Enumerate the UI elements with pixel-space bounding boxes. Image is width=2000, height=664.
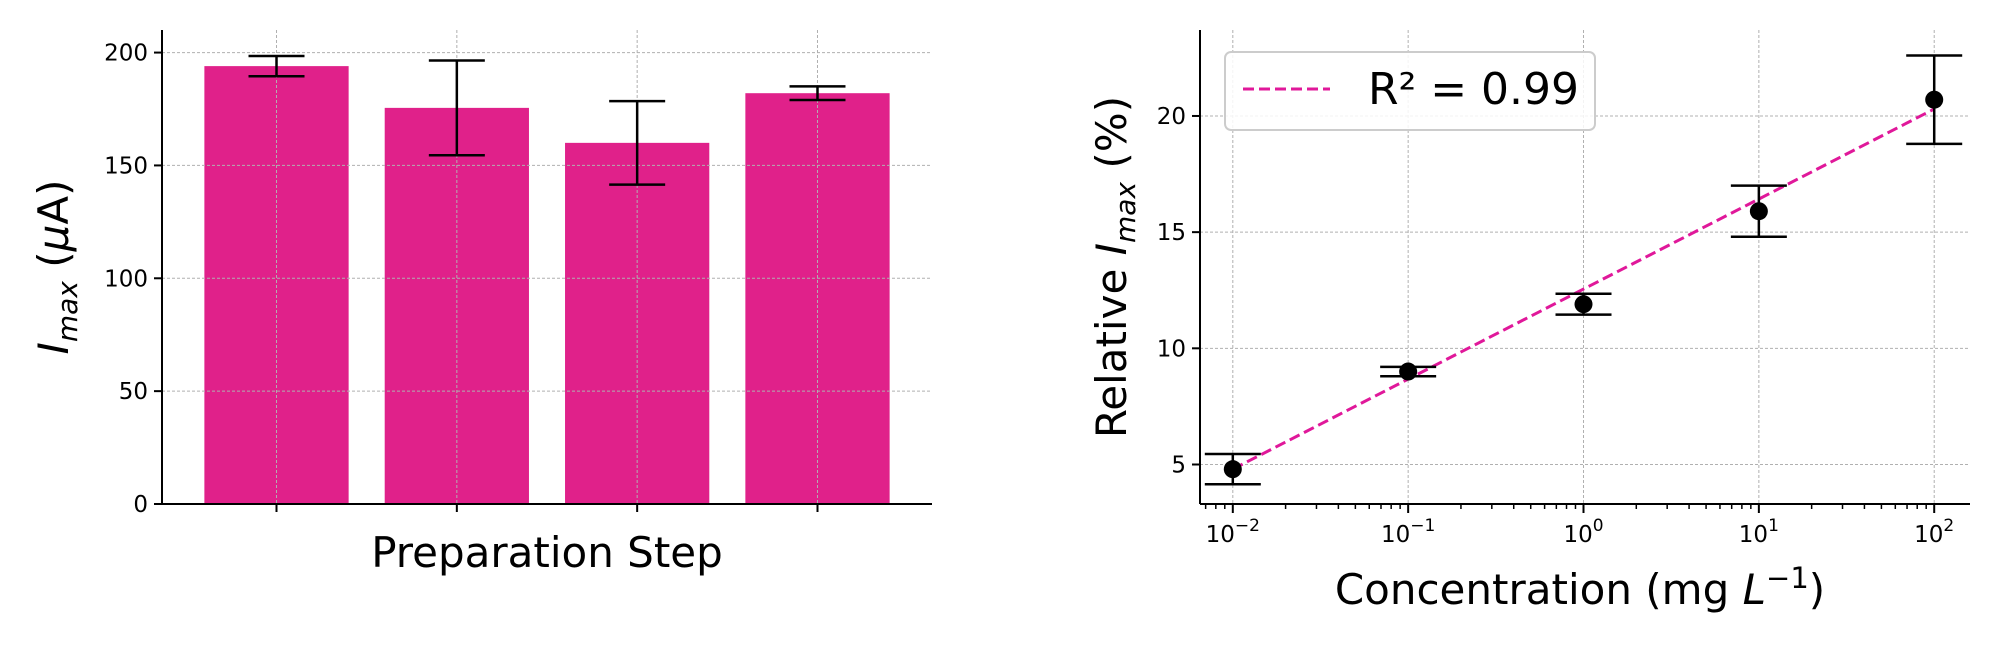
x-axis-title: Concentration (mg L−1) — [1335, 561, 1825, 614]
x-tick-label: 102 — [1914, 516, 1954, 548]
x-tick-label: 10−2 — [1206, 516, 1260, 548]
data-point — [1223, 460, 1242, 479]
bar — [565, 142, 710, 504]
x-axis-title: Preparation Step — [371, 528, 723, 577]
y-tick-label: 15 — [1157, 220, 1186, 246]
y-tick-label: 5 — [1171, 453, 1186, 479]
y-tick-label: 50 — [119, 379, 148, 405]
x-tick-label: 10−1 — [1381, 516, 1435, 548]
x-tick-label: 100 — [1563, 516, 1603, 548]
data-point — [1925, 90, 1944, 109]
legend-box — [1224, 51, 1596, 131]
y-tick-label: 200 — [104, 41, 148, 67]
y-tick-label: 100 — [104, 266, 148, 292]
data-point — [1399, 362, 1418, 381]
data-point — [1749, 202, 1768, 221]
y-tick-label: 20 — [1157, 104, 1186, 130]
bar-chart: 0 50 100 150 200 Preparation Step Imax (μA) — [29, 30, 932, 577]
x-tick-label: 101 — [1739, 516, 1779, 548]
fit-line — [1232, 107, 1935, 471]
data-point — [1574, 295, 1593, 314]
scatter-chart: 5 10 15 20 10−2 10−1 100 101 102 Concentration (m… — [1087, 30, 1970, 614]
y-axis-title: Relative Imax (%) — [1087, 96, 1142, 438]
y-tick-label: 0 — [133, 492, 148, 518]
legend: R² = 0.99 — [1224, 51, 1596, 131]
y-tick-label: 150 — [104, 153, 148, 179]
y-tick-label: 10 — [1157, 336, 1186, 362]
legend-label: R² = 0.99 — [1368, 64, 1579, 115]
y-axis-title: Imax (μA) — [29, 179, 84, 354]
